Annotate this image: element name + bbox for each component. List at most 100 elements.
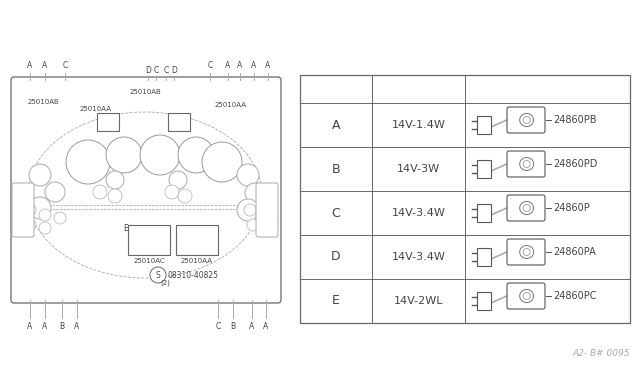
Text: A: A — [250, 322, 255, 331]
Text: C: C — [62, 61, 68, 70]
Circle shape — [93, 185, 107, 199]
Circle shape — [39, 222, 51, 234]
Text: A2- B# 0095: A2- B# 0095 — [573, 349, 630, 358]
Text: E: E — [332, 295, 340, 308]
Text: A: A — [74, 322, 79, 331]
Text: E: E — [124, 224, 129, 232]
Text: D: D — [331, 250, 341, 263]
Circle shape — [523, 116, 530, 124]
Circle shape — [54, 212, 66, 224]
Circle shape — [29, 197, 51, 219]
Circle shape — [140, 135, 180, 175]
Bar — [477, 160, 491, 178]
Text: A: A — [264, 322, 269, 331]
Circle shape — [237, 164, 259, 186]
Text: D: D — [145, 66, 151, 75]
FancyBboxPatch shape — [256, 183, 278, 237]
Circle shape — [245, 183, 265, 203]
Ellipse shape — [520, 289, 534, 302]
Text: 24860PB: 24860PB — [553, 115, 596, 125]
Text: (2): (2) — [160, 280, 170, 286]
Circle shape — [523, 292, 530, 299]
Text: 14V-3.4W: 14V-3.4W — [392, 252, 445, 262]
Circle shape — [24, 219, 36, 231]
Text: C: C — [207, 61, 212, 70]
Circle shape — [266, 212, 278, 224]
Text: 25010AC: 25010AC — [133, 258, 165, 264]
Text: B: B — [332, 163, 340, 176]
Circle shape — [202, 142, 242, 182]
Text: 25010AA: 25010AA — [80, 106, 112, 112]
FancyBboxPatch shape — [507, 151, 545, 177]
FancyBboxPatch shape — [507, 107, 545, 133]
Text: C: C — [332, 206, 340, 219]
Ellipse shape — [520, 157, 534, 170]
Bar — [477, 204, 491, 222]
Circle shape — [256, 209, 268, 221]
FancyBboxPatch shape — [507, 283, 545, 309]
Text: A: A — [28, 322, 33, 331]
Circle shape — [45, 182, 65, 202]
Text: A: A — [42, 61, 47, 70]
FancyBboxPatch shape — [12, 183, 34, 237]
Text: C: C — [163, 66, 168, 75]
Circle shape — [244, 204, 256, 216]
Ellipse shape — [520, 113, 534, 126]
Text: A: A — [237, 61, 243, 70]
Circle shape — [178, 189, 192, 203]
Circle shape — [66, 140, 110, 184]
Text: 24860P: 24860P — [553, 203, 589, 213]
Circle shape — [259, 222, 271, 234]
Circle shape — [106, 171, 124, 189]
Bar — [477, 248, 491, 266]
Bar — [477, 116, 491, 134]
Circle shape — [39, 209, 51, 221]
Text: B: B — [60, 322, 65, 331]
FancyBboxPatch shape — [507, 195, 545, 221]
Circle shape — [106, 137, 142, 173]
FancyBboxPatch shape — [11, 77, 281, 303]
Text: 25010AB: 25010AB — [28, 99, 60, 105]
Text: A: A — [266, 61, 271, 70]
Text: 14V-3.4W: 14V-3.4W — [392, 208, 445, 218]
Text: 24860PC: 24860PC — [553, 291, 596, 301]
Circle shape — [523, 205, 530, 212]
Circle shape — [165, 185, 179, 199]
Ellipse shape — [520, 202, 534, 215]
Text: S: S — [156, 270, 161, 279]
Bar — [477, 292, 491, 310]
Text: 25010AB: 25010AB — [129, 89, 161, 95]
Text: A: A — [28, 61, 33, 70]
Circle shape — [178, 137, 214, 173]
Circle shape — [24, 204, 36, 216]
Text: 14V-1.4W: 14V-1.4W — [392, 120, 445, 130]
Text: A: A — [42, 322, 47, 331]
Bar — [128, 225, 170, 255]
Text: A: A — [225, 61, 230, 70]
Text: 25010AA: 25010AA — [215, 102, 247, 108]
Circle shape — [237, 199, 259, 221]
Text: C: C — [216, 322, 221, 331]
Text: 24860PD: 24860PD — [553, 159, 597, 169]
Bar — [97, 113, 119, 131]
Text: 14V-2WL: 14V-2WL — [394, 296, 444, 306]
Bar — [300, 75, 630, 323]
Circle shape — [29, 164, 51, 186]
Text: 08310-40825: 08310-40825 — [168, 270, 219, 279]
Circle shape — [523, 248, 530, 256]
Text: 25010AA: 25010AA — [181, 258, 213, 264]
Text: 14V-3W: 14V-3W — [397, 164, 440, 174]
Text: B: B — [230, 322, 236, 331]
Text: D: D — [171, 66, 177, 75]
Ellipse shape — [520, 246, 534, 259]
Text: 24860PA: 24860PA — [553, 247, 596, 257]
Bar — [176, 225, 218, 255]
Text: A: A — [332, 119, 340, 131]
Circle shape — [108, 189, 122, 203]
Circle shape — [523, 160, 530, 167]
Bar — [168, 113, 190, 131]
Circle shape — [150, 267, 166, 283]
Circle shape — [169, 171, 187, 189]
Circle shape — [247, 219, 259, 231]
Text: C: C — [154, 66, 159, 75]
